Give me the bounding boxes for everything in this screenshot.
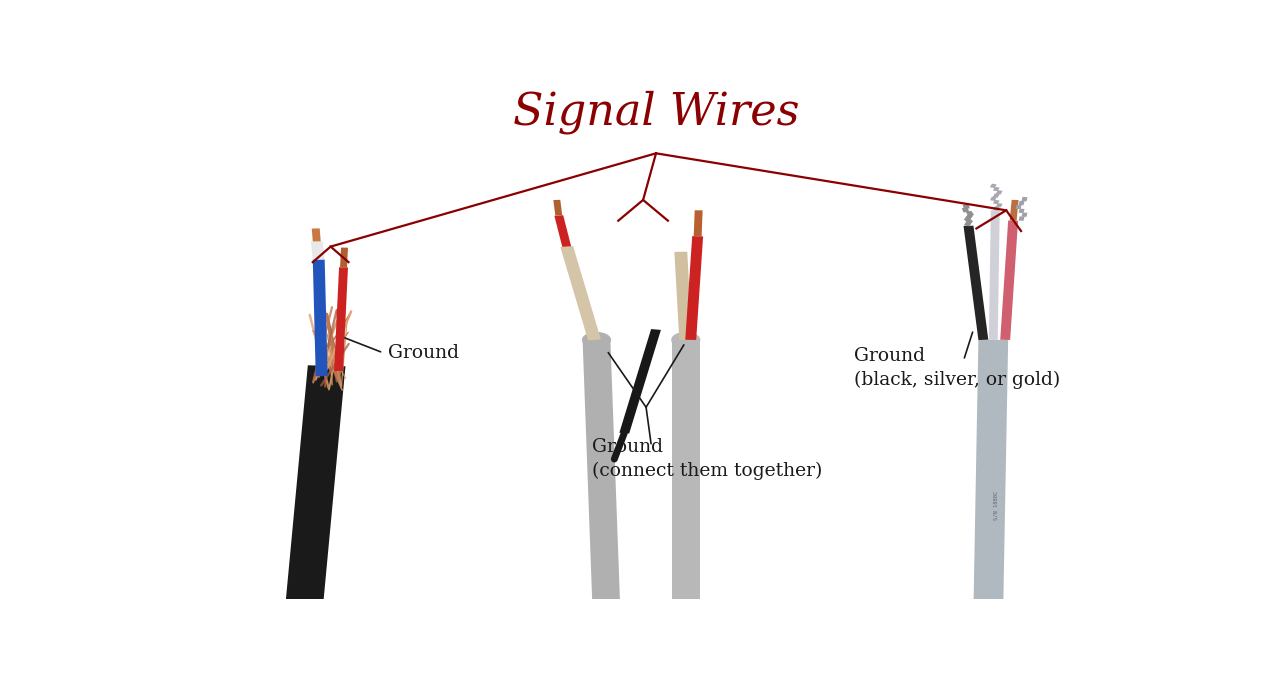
Polygon shape bbox=[964, 225, 988, 340]
Polygon shape bbox=[285, 365, 346, 610]
Polygon shape bbox=[1019, 217, 1024, 221]
Polygon shape bbox=[340, 248, 348, 267]
Polygon shape bbox=[672, 340, 700, 609]
Polygon shape bbox=[1000, 221, 1018, 340]
Polygon shape bbox=[965, 214, 973, 219]
Polygon shape bbox=[620, 329, 660, 433]
Polygon shape bbox=[694, 210, 703, 236]
Text: Signal Wires: Signal Wires bbox=[513, 90, 799, 134]
Text: S/N 1888C: S/N 1888C bbox=[993, 491, 998, 520]
Text: Ground
(connect them together): Ground (connect them together) bbox=[591, 438, 822, 480]
Polygon shape bbox=[554, 215, 571, 247]
Polygon shape bbox=[963, 204, 970, 209]
Polygon shape bbox=[993, 207, 1000, 211]
Polygon shape bbox=[1019, 201, 1024, 205]
Polygon shape bbox=[334, 267, 348, 371]
Polygon shape bbox=[1015, 205, 1021, 209]
Polygon shape bbox=[961, 207, 969, 213]
Polygon shape bbox=[312, 260, 328, 376]
Circle shape bbox=[672, 332, 700, 347]
Text: Ground
(black, silver, or gold): Ground (black, silver, or gold) bbox=[855, 347, 1061, 390]
Polygon shape bbox=[974, 340, 1009, 610]
Polygon shape bbox=[675, 252, 692, 340]
Polygon shape bbox=[553, 200, 562, 215]
Polygon shape bbox=[964, 217, 973, 223]
Polygon shape bbox=[312, 228, 321, 242]
Polygon shape bbox=[996, 190, 1002, 194]
Polygon shape bbox=[1010, 200, 1019, 221]
Polygon shape bbox=[993, 200, 1000, 204]
Polygon shape bbox=[964, 221, 972, 226]
Polygon shape bbox=[1021, 197, 1028, 201]
Polygon shape bbox=[311, 241, 325, 260]
Polygon shape bbox=[965, 211, 974, 216]
Circle shape bbox=[582, 332, 611, 347]
Polygon shape bbox=[993, 193, 1000, 198]
Text: Ground: Ground bbox=[388, 344, 460, 362]
Polygon shape bbox=[989, 210, 1000, 340]
Polygon shape bbox=[561, 246, 600, 341]
Polygon shape bbox=[989, 184, 997, 188]
Polygon shape bbox=[989, 197, 997, 201]
Polygon shape bbox=[1019, 209, 1024, 213]
Polygon shape bbox=[996, 203, 1002, 207]
Polygon shape bbox=[993, 187, 1000, 191]
Polygon shape bbox=[582, 340, 621, 610]
Polygon shape bbox=[1021, 213, 1028, 217]
Polygon shape bbox=[685, 236, 703, 340]
